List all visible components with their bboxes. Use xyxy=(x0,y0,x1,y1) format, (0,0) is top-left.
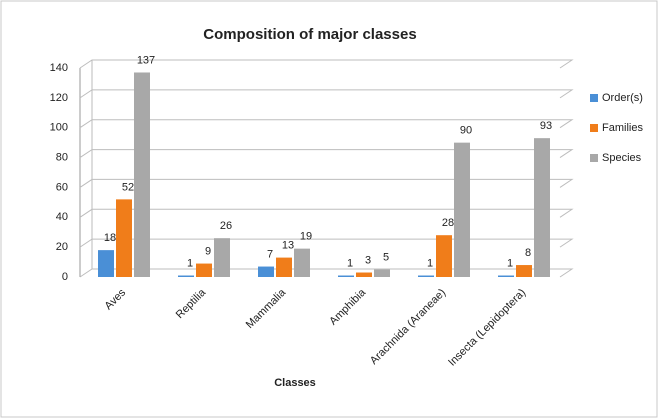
value-label: 52 xyxy=(122,181,134,193)
x-axis-title: Classes xyxy=(274,377,316,389)
bar xyxy=(454,142,470,277)
bar xyxy=(178,275,194,277)
value-label: 90 xyxy=(460,125,472,137)
grid-line xyxy=(79,119,574,129)
grid-line xyxy=(79,178,574,188)
grid-line xyxy=(79,149,574,158)
legend-label: Species xyxy=(602,152,642,164)
bar xyxy=(534,138,550,277)
value-label: 1 xyxy=(187,257,193,269)
value-label: 7 xyxy=(267,248,273,260)
legend-label: Families xyxy=(602,122,643,134)
grid-line xyxy=(79,59,574,69)
grid-line xyxy=(79,238,574,248)
bar xyxy=(356,272,372,277)
legend-label: Order(s) xyxy=(602,92,643,104)
bar xyxy=(436,235,452,277)
value-label: 3 xyxy=(365,254,371,266)
value-label: 1 xyxy=(427,257,433,269)
y-tick-label: 100 xyxy=(50,122,68,134)
bar xyxy=(516,265,532,277)
y-tick-label: 140 xyxy=(50,62,68,74)
legend-swatch xyxy=(590,94,598,102)
y-tick-label: 40 xyxy=(56,211,68,223)
bar xyxy=(258,266,274,277)
bar xyxy=(338,275,354,277)
value-label: 5 xyxy=(383,251,389,263)
bar xyxy=(276,257,292,277)
chart-title: Composition of major classes xyxy=(203,26,416,43)
value-label: 28 xyxy=(442,217,454,229)
value-label: 13 xyxy=(282,239,294,251)
bar xyxy=(134,72,150,277)
y-tick-label: 80 xyxy=(56,151,68,163)
value-label: 8 xyxy=(525,247,531,259)
value-label: 18 xyxy=(104,232,116,244)
grid-line xyxy=(79,268,574,278)
y-tick-label: 60 xyxy=(56,181,68,193)
grid-line xyxy=(79,208,574,218)
value-label: 9 xyxy=(205,245,211,257)
bar xyxy=(116,199,132,277)
bar xyxy=(374,269,390,277)
legend-swatch xyxy=(590,154,598,162)
value-label: 1 xyxy=(347,257,353,269)
value-label: 19 xyxy=(300,231,312,243)
bar xyxy=(498,275,514,277)
value-label: 26 xyxy=(220,220,232,232)
y-tick-label: 20 xyxy=(56,241,68,253)
bar xyxy=(98,250,114,277)
bar xyxy=(418,275,434,277)
grid-line xyxy=(79,89,574,99)
bar xyxy=(294,248,310,277)
y-tick-label: 120 xyxy=(50,92,68,104)
value-label: 93 xyxy=(540,120,552,132)
bar xyxy=(214,238,230,277)
value-label: 137 xyxy=(137,54,155,66)
legend-swatch xyxy=(590,124,598,132)
bar xyxy=(196,263,212,277)
value-label: 1 xyxy=(507,257,513,269)
y-tick-label: 0 xyxy=(62,271,68,283)
